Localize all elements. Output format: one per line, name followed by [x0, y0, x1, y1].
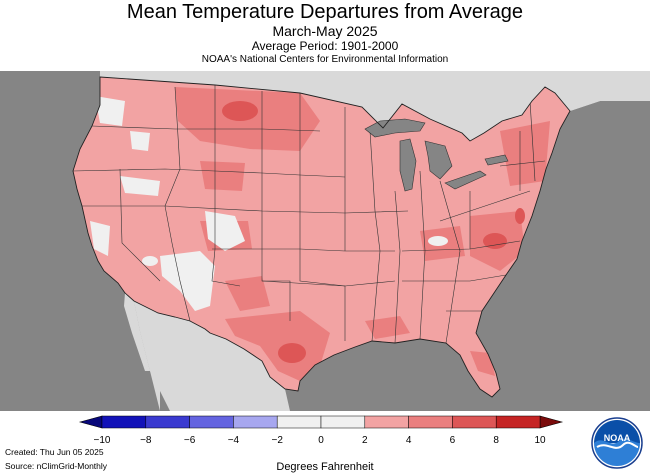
legend-tick-label: 4 — [405, 435, 412, 446]
patch-new-england — [500, 121, 550, 186]
legend-tick-label: 0 — [318, 435, 324, 446]
patch-normal-kentucky — [428, 236, 448, 246]
map-title: Mean Temperature Departures from Average — [126, 1, 524, 23]
lake-huron — [424, 140, 453, 180]
data-source: Source: nClimGrid-Monthly — [5, 461, 108, 471]
legend-bin — [364, 415, 409, 429]
patch-florida — [470, 351, 495, 376]
legend-bin — [320, 415, 366, 429]
legend-tick-label: 6 — [449, 435, 456, 446]
lake-superior — [364, 118, 426, 138]
legend-tick-label: −6 — [183, 435, 196, 446]
patch-normal-arizona — [142, 256, 158, 266]
legend-bin — [408, 415, 453, 429]
patch-normal-southwest — [160, 251, 215, 311]
noaa-logo-icon: NOAA — [591, 417, 643, 469]
noaa-logo-text: NOAA — [604, 433, 631, 443]
legend-colorbar — [78, 415, 564, 429]
gulf-atlantic-ocean — [160, 101, 650, 411]
patch-wyoming — [200, 161, 245, 191]
average-period: Average Period: 1901-2000 — [251, 39, 399, 53]
legend-arrow-right — [539, 415, 564, 429]
legend-label: Degrees Fahrenheit — [276, 461, 374, 473]
legend-bin — [189, 415, 234, 429]
legend-tick-label: −4 — [227, 435, 240, 446]
lake-michigan — [399, 138, 417, 192]
temperature-departure-map — [0, 71, 650, 411]
patch-normal-great-basin — [120, 176, 160, 196]
legend-bin — [233, 415, 278, 429]
patch-gulf-coast — [365, 316, 410, 339]
legend-bin — [101, 415, 147, 429]
patch-warm-chesapeake — [515, 208, 525, 224]
legend-tick-label: 10 — [534, 435, 546, 446]
canada-land — [540, 71, 650, 111]
legend-arrow-left — [78, 415, 103, 429]
patch-warm-virginia — [483, 233, 507, 249]
legend-tick-label: 8 — [493, 435, 499, 446]
pacific-ocean — [0, 71, 160, 411]
legend-tick-label: 2 — [362, 435, 368, 446]
map-period: March-May 2025 — [272, 23, 378, 39]
lake-ontario — [484, 154, 509, 166]
created-date: Created: Thu Jun 05 2025 — [5, 447, 104, 457]
baja-peninsula — [124, 293, 150, 371]
legend-tick-label: −10 — [93, 435, 111, 446]
patch-normal-oregon — [130, 131, 150, 151]
state-boundaries — [73, 85, 546, 344]
legend-bin — [276, 415, 322, 429]
legend-tick-label: −2 — [271, 435, 283, 446]
mexico-land — [134, 301, 290, 411]
patch-texas — [225, 311, 330, 381]
patch-normal-pacific-nw — [95, 96, 125, 126]
agency-name: NOAA's National Centers for Environmenta… — [201, 54, 449, 65]
patch-new-mexico — [225, 276, 270, 311]
patch-warm-montana — [222, 101, 258, 121]
legend-bin — [495, 415, 541, 429]
patch-normal-california — [90, 221, 110, 256]
legend-bin — [452, 415, 497, 429]
patch-warm-texas — [278, 343, 306, 363]
anomaly-patches — [90, 87, 550, 381]
legend-tick-label: −8 — [140, 435, 152, 446]
lake-erie — [444, 170, 487, 190]
legend-bin — [145, 415, 190, 429]
